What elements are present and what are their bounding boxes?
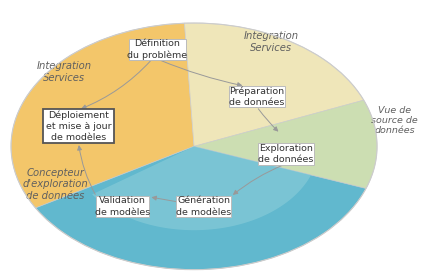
FancyBboxPatch shape [258,143,314,164]
Polygon shape [184,23,364,146]
Text: Déploiement
et mise à jour
de modèles: Déploiement et mise à jour de modèles [46,110,111,142]
Polygon shape [194,100,377,189]
Text: Définition
du problème: Définition du problème [127,39,187,60]
Text: Integration
Services: Integration Services [243,31,299,53]
Polygon shape [92,146,311,230]
Polygon shape [36,146,366,270]
FancyBboxPatch shape [96,196,149,217]
FancyBboxPatch shape [228,86,285,107]
FancyBboxPatch shape [43,109,114,143]
FancyBboxPatch shape [129,39,186,60]
Text: Concepteur
d'exploration
de données: Concepteur d'exploration de données [22,168,88,201]
Text: Génération
de modèles: Génération de modèles [176,196,232,217]
Text: Vue de
source de
données: Vue de source de données [371,106,418,136]
Text: Exploration
de données: Exploration de données [258,144,314,164]
FancyBboxPatch shape [176,196,231,217]
Text: Validation
de modèles: Validation de modèles [95,196,150,217]
Polygon shape [11,23,194,208]
Text: Préparation
de données: Préparation de données [229,86,284,107]
Text: Integration
Services: Integration Services [36,61,92,83]
